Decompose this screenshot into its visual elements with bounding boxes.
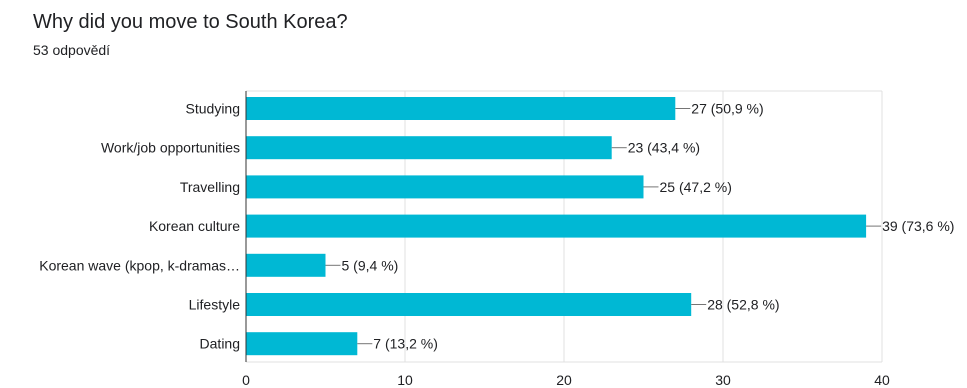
bar: [246, 293, 692, 316]
bar: [246, 253, 326, 277]
data-label: 7 (13,2 %): [373, 336, 438, 352]
data-label: 5 (9,4 %): [342, 257, 399, 273]
bar: [246, 214, 867, 238]
category-label: Work/job opportunities: [101, 140, 240, 156]
data-label: 27 (50,9 %): [691, 101, 763, 117]
category-label: Dating: [200, 336, 240, 352]
x-tick-label: 10: [397, 372, 413, 388]
bar: [246, 175, 644, 199]
response-count: 53 odpovědí: [33, 42, 111, 58]
chart-title: Why did you move to South Korea?: [33, 11, 348, 33]
category-label: Travelling: [180, 179, 240, 195]
bar: [246, 332, 358, 356]
category-label: Lifestyle: [189, 297, 241, 313]
bar: [246, 97, 676, 120]
data-label: 28 (52,8 %): [707, 297, 779, 313]
data-label: 39 (73,6 %): [882, 218, 954, 234]
category-label: Studying: [186, 101, 240, 117]
x-tick-label: 40: [874, 372, 890, 388]
bar: [246, 136, 612, 160]
data-label: 25 (47,2 %): [660, 179, 732, 195]
category-label: Korean culture: [149, 218, 240, 234]
category-label: Korean wave (kpop, k-dramas…: [39, 257, 240, 273]
x-tick-label: 30: [715, 372, 731, 388]
data-label: 23 (43,4 %): [628, 140, 700, 156]
x-tick-label: 0: [242, 372, 250, 388]
x-tick-label: 20: [556, 372, 572, 388]
